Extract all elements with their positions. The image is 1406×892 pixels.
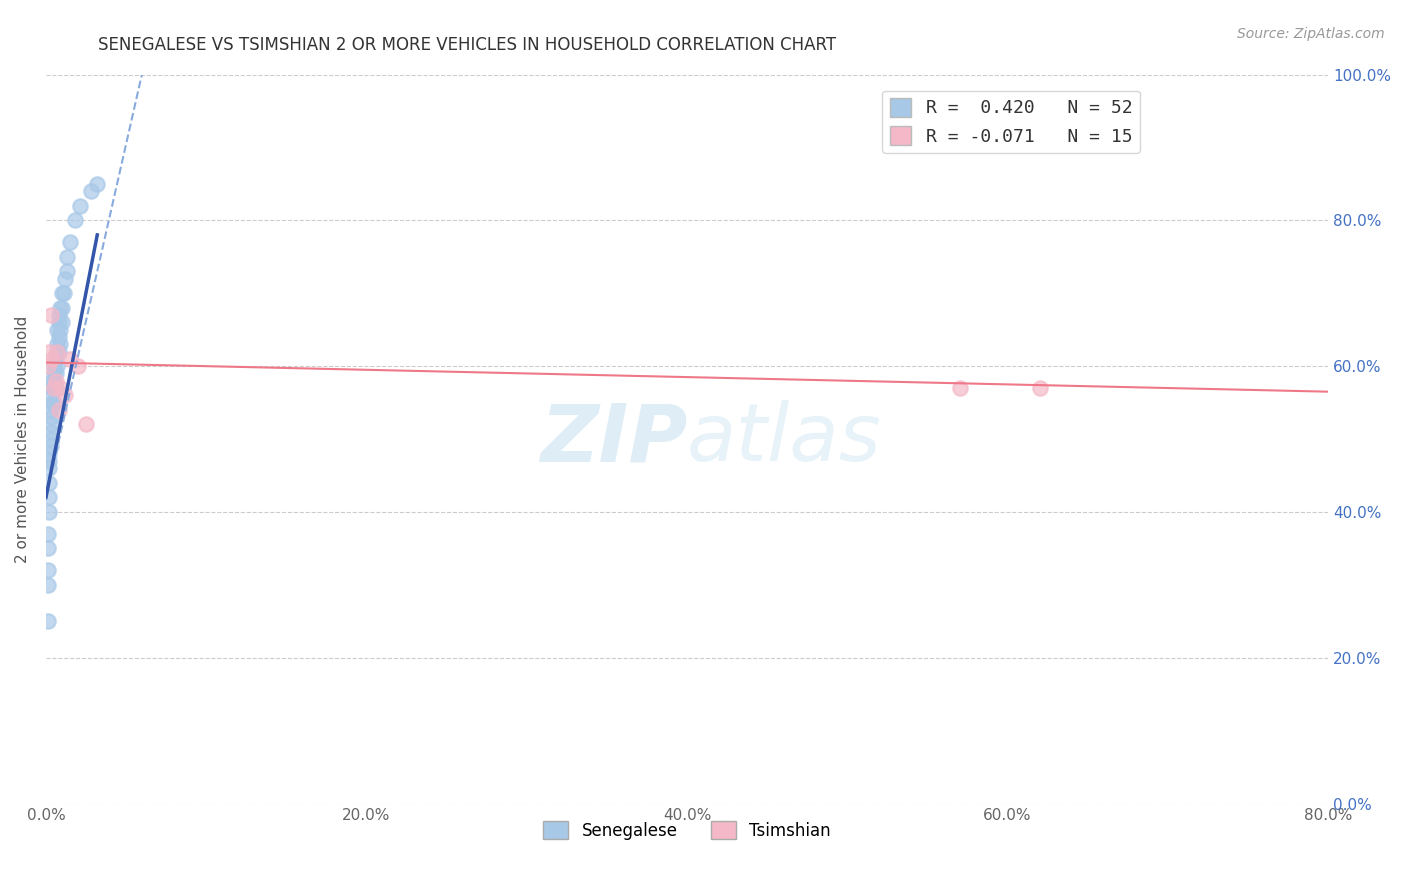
Point — [48, 315, 70, 329]
Point — [69, 199, 91, 213]
Point — [49, 323, 72, 337]
Text: Source: ZipAtlas.com: Source: ZipAtlas.com — [1237, 27, 1385, 41]
Point — [52, 286, 75, 301]
Point — [39, 403, 62, 417]
Point — [56, 264, 79, 278]
Point — [45, 367, 67, 381]
Point — [42, 359, 65, 373]
Point — [75, 417, 97, 432]
Point — [66, 359, 89, 373]
Point — [38, 505, 60, 519]
Point — [53, 271, 76, 285]
Point — [38, 344, 60, 359]
Point — [38, 461, 60, 475]
Legend: R =  0.420   N = 52, R = -0.071   N = 15: R = 0.420 N = 52, R = -0.071 N = 15 — [883, 91, 1140, 153]
Point — [42, 374, 65, 388]
Point — [1028, 381, 1050, 395]
Point — [38, 454, 60, 468]
Point — [41, 395, 63, 409]
Point — [46, 344, 69, 359]
Point — [38, 447, 60, 461]
Point — [49, 337, 72, 351]
Point — [46, 344, 69, 359]
Y-axis label: 2 or more Vehicles in Household: 2 or more Vehicles in Household — [15, 316, 30, 563]
Point — [37, 526, 59, 541]
Point — [86, 177, 108, 191]
Point — [37, 578, 59, 592]
Point — [39, 425, 62, 439]
Point — [51, 301, 73, 315]
Point — [46, 337, 69, 351]
Point — [46, 359, 69, 373]
Point — [45, 381, 67, 395]
Point — [63, 213, 86, 227]
Point — [38, 475, 60, 490]
Point — [42, 381, 65, 395]
Point — [48, 403, 70, 417]
Point — [45, 374, 67, 388]
Point — [39, 417, 62, 432]
Point — [56, 250, 79, 264]
Point — [948, 381, 970, 395]
Point — [37, 541, 59, 556]
Point — [42, 395, 65, 409]
Point — [46, 323, 69, 337]
Point — [51, 286, 73, 301]
Point — [42, 367, 65, 381]
Point — [49, 301, 72, 315]
Point — [42, 381, 65, 395]
Point — [41, 381, 63, 395]
Point — [48, 344, 70, 359]
Text: SENEGALESE VS TSIMSHIAN 2 OR MORE VEHICLES IN HOUSEHOLD CORRELATION CHART: SENEGALESE VS TSIMSHIAN 2 OR MORE VEHICL… — [98, 36, 837, 54]
Point — [80, 184, 103, 198]
Point — [51, 315, 73, 329]
Point — [38, 491, 60, 505]
Point — [37, 615, 59, 629]
Point — [48, 308, 70, 322]
Point — [59, 351, 82, 366]
Text: ZIP: ZIP — [540, 401, 688, 478]
Point — [39, 439, 62, 453]
Point — [39, 308, 62, 322]
Point — [41, 351, 63, 366]
Point — [48, 330, 70, 344]
Point — [37, 359, 59, 373]
Point — [39, 410, 62, 425]
Point — [45, 351, 67, 366]
Point — [37, 563, 59, 577]
Point — [41, 374, 63, 388]
Point — [53, 388, 76, 402]
Point — [59, 235, 82, 250]
Point — [49, 381, 72, 395]
Point — [41, 388, 63, 402]
Point — [39, 432, 62, 446]
Text: atlas: atlas — [688, 401, 882, 478]
